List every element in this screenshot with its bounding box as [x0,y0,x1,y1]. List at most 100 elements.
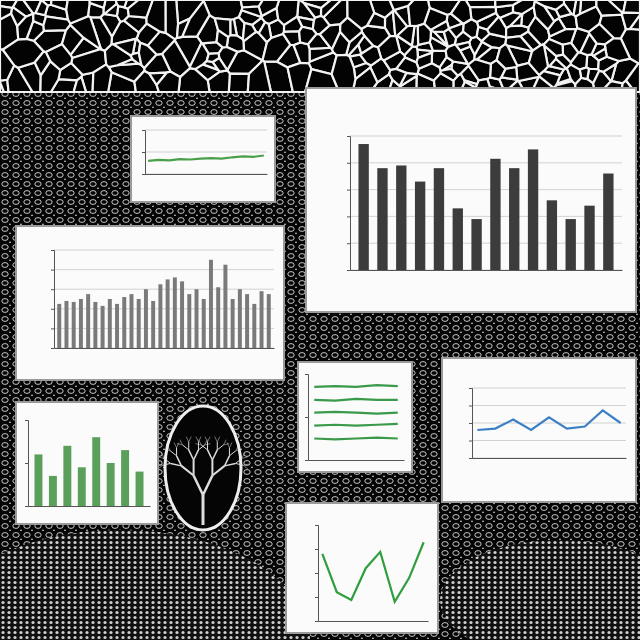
vein-cell [294,42,310,63]
bar [49,476,57,506]
tick-mark [51,348,54,349]
vein-cell [622,13,640,29]
bar [151,301,155,348]
tree-branch [168,446,171,451]
vein-cell [332,55,356,92]
vein-texture [0,0,640,92]
tick-mark [315,621,318,622]
grid-line [145,130,267,131]
tree-branch [243,465,248,469]
bar [245,294,249,348]
bar [158,284,162,348]
vein-cell [101,14,121,36]
vein-cell [446,45,468,64]
tree-branch [215,437,218,442]
tree-branch [217,442,218,450]
chart-panel [286,503,438,633]
grid-line [472,458,626,459]
bar [260,291,264,348]
bar [108,299,112,348]
axis-line [347,137,351,271]
vein-cell [114,39,136,55]
vein-cell [449,23,464,38]
axis-line [29,506,151,507]
y-tick [347,163,350,164]
bar [121,450,129,506]
tree-branch [207,442,208,450]
tree-branch [196,437,199,442]
vein-cell [179,68,210,92]
bar [137,299,141,348]
y-axis [469,389,473,459]
tree-branch [189,437,192,442]
tick-mark [51,309,54,310]
tree-branch [177,444,183,445]
tree-branch [229,451,235,456]
bar [130,294,134,348]
tree-branch [224,440,227,445]
line [314,385,397,387]
tick-mark [347,136,350,137]
line [477,410,620,430]
grid-line [350,136,622,137]
vein-cell [182,1,209,37]
tick-mark [469,388,472,389]
y-tick [25,506,28,507]
vein-cell [116,0,127,7]
y-tick [51,250,54,251]
tree-branch [164,458,170,463]
tree-branch [229,448,230,456]
y-tick [469,388,472,389]
bar [195,289,199,348]
tick-mark [469,406,472,407]
axis-line [55,348,275,349]
tree-branch [205,437,208,442]
panel-frame [16,402,158,524]
tick-mark [305,460,308,461]
y-tick [51,309,54,310]
bar [584,206,594,270]
tree-branch [194,450,199,460]
tree-branch [212,466,224,476]
tick-mark [25,420,28,421]
grid-line [472,388,626,389]
vein-cell [157,72,180,92]
panel-frame [306,88,636,312]
vein-cell [430,21,448,32]
y-tick [25,420,28,421]
grid-line [145,174,267,175]
y-tick [347,136,350,137]
vein-cell [90,0,106,8]
chart-panel [306,88,636,312]
axis-line [315,526,319,622]
vein-cell [43,16,70,31]
axis-line [305,375,309,461]
bar [166,279,170,348]
grid [472,388,626,458]
tree-branch [181,466,193,476]
tick-mark [142,174,145,175]
tick-mark [469,458,472,459]
tick-mark [315,573,318,574]
bar [528,149,538,270]
y-tick [142,174,145,175]
axis-line [319,621,429,622]
bar [202,299,206,348]
grid-line [350,189,622,190]
line [314,438,397,440]
tree-branch [225,463,236,465]
tree-branch [229,443,232,448]
vein-cell [304,3,321,18]
vein-cell [17,14,33,40]
y-tick [305,460,308,461]
tick-mark [25,506,28,507]
x-axis [351,270,623,271]
y-axis [305,375,309,461]
x-axis [146,174,268,175]
bar [101,306,105,348]
y-tick [347,270,350,271]
tick-mark [305,417,308,418]
tree-branch [201,445,207,450]
y-tick [51,270,54,271]
y-tick [347,216,350,217]
